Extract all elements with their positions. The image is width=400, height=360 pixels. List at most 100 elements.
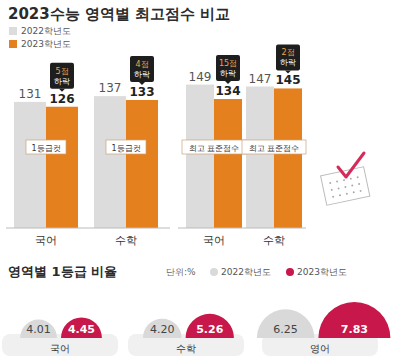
legend-swatch	[9, 27, 17, 35]
bar	[274, 88, 302, 228]
title: 2023수능 영역별 최고점수 비교	[8, 5, 230, 23]
callout-box	[50, 63, 74, 89]
legend-label: 2023학년도	[297, 267, 347, 277]
callout-line: 하락	[220, 69, 236, 78]
data-label: 147	[249, 72, 272, 86]
callout-box	[130, 56, 154, 82]
data-label: 131	[19, 87, 42, 101]
semicircle	[257, 309, 315, 338]
icon-dot	[351, 184, 353, 186]
annotation: 최고 표준점수	[189, 144, 240, 153]
data-label: 145	[275, 73, 300, 87]
data-label: 134	[215, 84, 240, 98]
chart-root: 2023수능 영역별 최고점수 비교 2022학년도 2023학년도 131 126 5점…	[0, 0, 400, 360]
data-label: 126	[49, 92, 74, 106]
icon-check	[338, 153, 364, 177]
callout-line: 15점	[219, 59, 237, 68]
callout-pointer	[59, 89, 65, 92]
tick-label: 수학	[176, 343, 196, 354]
icon-dot	[337, 187, 339, 189]
legend-label: 2022학년도	[21, 26, 71, 36]
data-label: 133	[129, 85, 154, 99]
semicircle	[186, 314, 234, 338]
legend-swatch	[286, 268, 294, 276]
semicircle	[61, 318, 102, 338]
tick-label: 영어	[310, 343, 330, 354]
tick-label: 수학	[263, 234, 285, 247]
bar	[46, 107, 78, 228]
callout-line: 하락	[54, 77, 70, 86]
bar	[186, 85, 214, 228]
data-label: 4.01	[26, 323, 51, 336]
callout-line: 2점	[281, 48, 294, 57]
callout-box	[276, 44, 300, 70]
icon-dot	[329, 182, 331, 184]
bars	[14, 96, 158, 228]
data-label: 5.26	[196, 323, 223, 336]
tick-label: 수학	[115, 234, 137, 247]
semicircle	[318, 302, 390, 338]
bars	[186, 85, 302, 228]
icon-dot	[332, 196, 334, 198]
annotation: 1등급컷	[31, 144, 60, 153]
icon-dot	[331, 189, 333, 191]
annotation-box	[242, 140, 306, 154]
labels: 1311265점하락1등급컷국어1371334점하락1등급컷수학	[19, 56, 155, 247]
annotation-box	[26, 140, 66, 154]
semicircle	[20, 320, 57, 338]
data-label: 6.25	[273, 323, 298, 336]
title: 영역별 1등급 비율	[8, 264, 117, 279]
callout-line: 4점	[135, 60, 148, 69]
callout-line: 하락	[280, 58, 296, 67]
unit: 단위:%	[166, 267, 196, 277]
callout-text: 2점하락	[280, 48, 296, 67]
annotation-box	[182, 140, 246, 154]
data-label: 7.83	[341, 323, 368, 336]
background	[0, 0, 400, 360]
annotation-box	[106, 140, 146, 154]
icon-dot	[344, 186, 346, 188]
icon-dot	[359, 190, 361, 192]
tick-label: 국어	[35, 234, 57, 247]
data-label: 4.45	[68, 323, 95, 336]
bar	[246, 87, 274, 228]
bar	[94, 96, 126, 228]
legend-label: 2023학년도	[21, 39, 71, 49]
legend-swatch	[9, 40, 17, 48]
callout-box	[216, 55, 240, 81]
data-label: 4.20	[150, 323, 175, 336]
bar	[126, 100, 158, 228]
legend-swatch	[210, 268, 218, 276]
icon-dot	[356, 176, 358, 178]
icon-dot	[353, 191, 355, 193]
icon-dot	[339, 194, 341, 196]
legend-label: 2022학년도	[221, 267, 271, 277]
callout-text: 4점하락	[134, 60, 150, 79]
icon-dot	[343, 179, 345, 181]
annotation: 최고 표준점수	[249, 144, 300, 153]
callout-pointer	[225, 81, 231, 84]
icon-dot	[336, 180, 338, 182]
bar	[214, 99, 242, 228]
callout-text: 5점하락	[54, 67, 70, 86]
data-label: 149	[189, 70, 212, 84]
x-axis	[178, 228, 306, 229]
semicircles: 4.01 4.45 국어 4.20 5.26수학 6.25 7.83 영어	[2, 302, 390, 356]
tick-label: 국어	[50, 343, 70, 354]
data-label: 137	[99, 81, 122, 95]
check-icon	[321, 167, 370, 205]
callout-pointer	[139, 82, 145, 85]
callout-line: 하락	[134, 70, 150, 79]
callout-pointer	[285, 70, 291, 73]
tick-label: 국어	[203, 234, 225, 247]
callout-text: 15점하락	[219, 59, 237, 78]
icon-dot	[350, 177, 352, 179]
icon-dot	[346, 193, 348, 195]
bar	[14, 102, 46, 228]
semicircle	[143, 319, 182, 338]
labels: 14913415점하락최고 표준점수국어1471452점하락최고 표준점수수학	[182, 44, 306, 247]
callout-line: 5점	[55, 67, 68, 76]
x-axis	[6, 228, 170, 229]
icon-dot	[358, 183, 360, 185]
icon-paper	[321, 167, 370, 205]
